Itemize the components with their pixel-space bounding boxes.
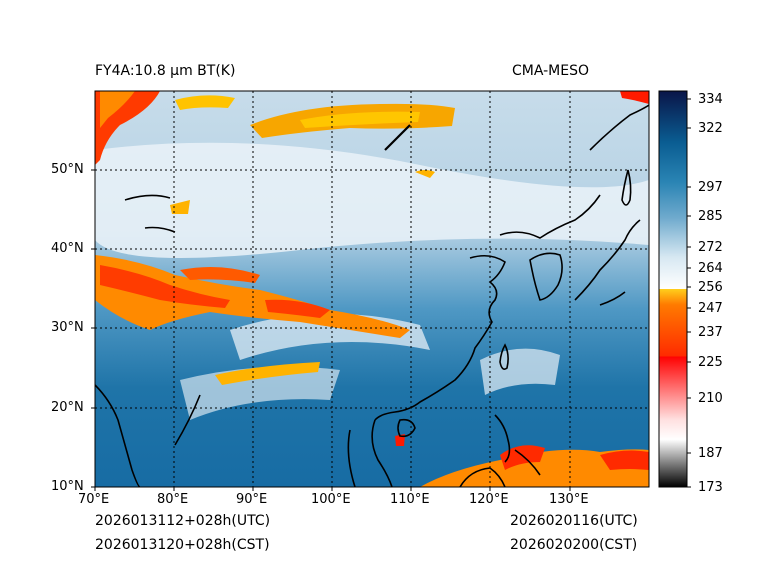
satellite-image: [95, 91, 649, 487]
graticule: [95, 91, 649, 487]
colorbar-ticks: [687, 98, 691, 488]
lon-label-70e: 70°E: [78, 492, 110, 507]
right-title: CMA-MESO: [512, 63, 590, 79]
cbar-label-256: 256: [698, 280, 723, 295]
cbar-label-187: 187: [698, 446, 723, 461]
lat-label-40n: 40°N: [51, 241, 84, 256]
colorbar-frame: [658, 90, 688, 488]
cbar-label-322: 322: [698, 121, 723, 136]
lon-label-130e: 130°E: [549, 492, 589, 507]
cbar-label-210: 210: [698, 391, 723, 406]
init-time-cst: 2026013120+028h(CST): [95, 537, 270, 553]
lon-label-90e: 90°E: [236, 492, 268, 507]
valid-time-utc: 2026020116(UTC): [510, 513, 638, 529]
lat-label-10n: 10°N: [51, 479, 84, 494]
lat-label-20n: 20°N: [51, 400, 84, 415]
axis-ticks: [91, 169, 571, 491]
cbar-label-173: 173: [698, 480, 723, 495]
lon-label-100e: 100°E: [311, 492, 351, 507]
cbar-label-237: 237: [698, 325, 723, 340]
init-time-utc: 2026013112+028h(UTC): [95, 513, 271, 529]
cbar-label-334: 334: [698, 92, 723, 107]
cbar-label-247: 247: [698, 301, 723, 316]
lon-label-80e: 80°E: [157, 492, 189, 507]
colorbar: [659, 91, 687, 487]
map-frame: [94, 90, 650, 488]
lat-label-30n: 30°N: [51, 320, 84, 335]
cbar-label-285: 285: [698, 209, 723, 224]
lon-label-120e: 120°E: [469, 492, 509, 507]
lon-label-110e: 110°E: [390, 492, 430, 507]
cbar-label-272: 272: [698, 240, 723, 255]
left-title: FY4A:10.8 µm BT(K): [95, 63, 236, 79]
coastlines: [95, 104, 649, 487]
cbar-label-225: 225: [698, 355, 723, 370]
cbar-label-297: 297: [698, 180, 723, 195]
cbar-label-264: 264: [698, 261, 723, 276]
lat-label-50n: 50°N: [51, 162, 84, 177]
valid-time-cst: 2026020200(CST): [510, 537, 638, 553]
